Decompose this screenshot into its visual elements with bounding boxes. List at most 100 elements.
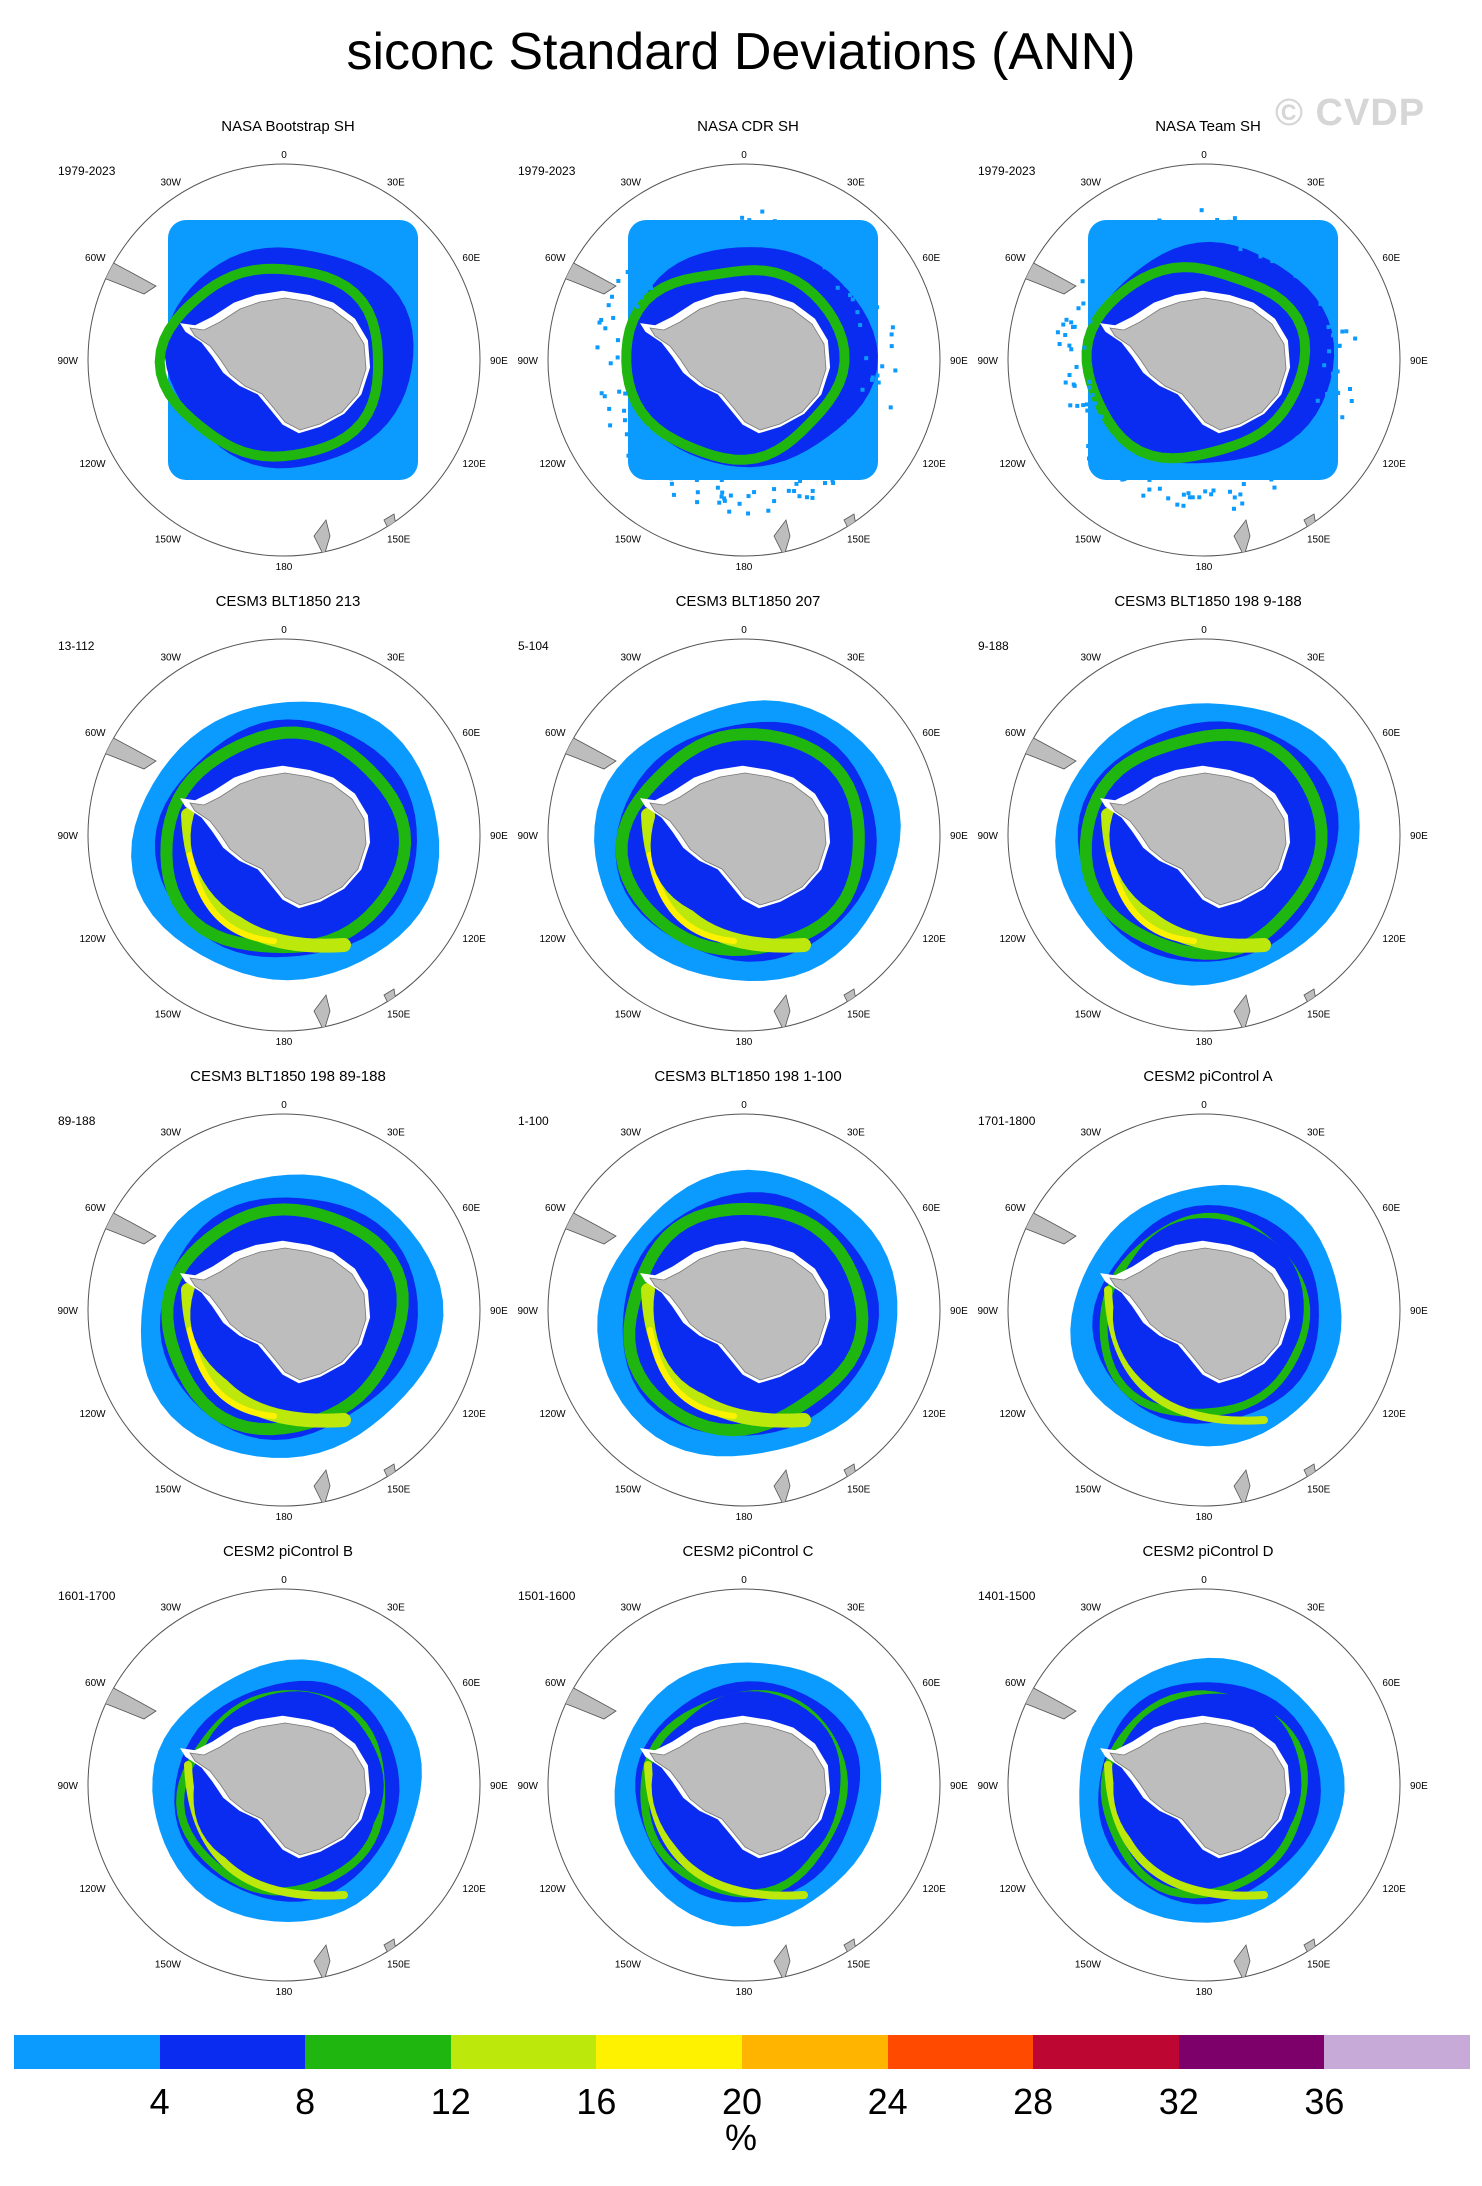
noise-pixel <box>1095 284 1100 289</box>
noise-pixel <box>1337 343 1342 348</box>
longitude-label: 30E <box>847 178 865 189</box>
map-panel: NASA Bootstrap SH 1979-2023 0 30E 60E 90E 120E… <box>58 118 518 588</box>
longitude-label: 60E <box>922 253 940 264</box>
new-zealand <box>773 1944 791 1981</box>
longitude-label: 60W <box>85 728 106 739</box>
longitude-label: 0 <box>281 1100 287 1111</box>
noise-pixel <box>1105 450 1110 455</box>
longitude-label: 30E <box>1307 1128 1325 1139</box>
noise-pixel <box>865 423 870 428</box>
noise-pixel <box>855 413 860 418</box>
panel-title: CESM3 BLT1850 198 1-100 <box>654 1068 842 1085</box>
noise-pixel <box>790 470 795 475</box>
new-zealand <box>773 519 791 556</box>
noise-pixel <box>1095 293 1100 298</box>
sea-ice-band-12pct <box>615 728 865 957</box>
longitude-label: 60W <box>1005 1203 1026 1214</box>
noise-pixel <box>1340 415 1345 420</box>
antarctica-landmass <box>189 1247 367 1381</box>
longitude-label: 90E <box>1410 1306 1428 1317</box>
noise-pixel <box>1258 254 1263 259</box>
noise-pixel <box>890 325 895 330</box>
new-zealand <box>773 1469 791 1506</box>
longitude-label: 60W <box>1005 728 1026 739</box>
noise-pixel <box>850 297 855 302</box>
noise-pixel <box>1284 248 1289 253</box>
noise-pixel <box>1187 495 1192 500</box>
longitude-label: 60E <box>462 728 480 739</box>
sea-ice-band-20pct <box>1107 852 1197 944</box>
new-zealand <box>313 1469 331 1506</box>
noise-pixel <box>875 373 880 378</box>
longitude-label: 30W <box>160 178 181 189</box>
colorbar-segment <box>1033 2035 1180 2069</box>
longitude-label: 0 <box>1201 1100 1207 1111</box>
noise-pixel <box>1308 279 1313 284</box>
noise-pixel <box>1199 208 1204 213</box>
longitude-label: 150E <box>847 1959 871 1970</box>
noise-pixel <box>606 303 611 308</box>
longitude-label: 90E <box>1410 831 1428 842</box>
noise-pixel <box>858 323 863 328</box>
noise-pixel <box>1325 391 1330 396</box>
noise-pixel <box>1085 408 1090 413</box>
antarctica-landmass <box>649 1722 827 1856</box>
longitude-label: 120W <box>539 1884 566 1895</box>
sea-ice-band-12pct <box>154 263 384 462</box>
noise-pixel <box>602 394 607 399</box>
noise-pixel <box>652 253 657 258</box>
sea-ice-band-16pct <box>1104 1286 1268 1425</box>
colorbar-segment <box>887 2035 1034 2069</box>
noise-pixel <box>1234 232 1239 237</box>
panel-year-range: 1-100 <box>518 1114 549 1128</box>
noise-pixel <box>1147 487 1152 492</box>
sea-ice-band-20pct <box>647 1327 737 1419</box>
map-panel: CESM3 BLT1850 198 9-188 9-188 0 30E 60E 90E 12… <box>978 593 1438 1063</box>
noise-pixel <box>626 453 631 458</box>
noise-pixel <box>860 387 865 392</box>
noise-pixel <box>794 481 799 486</box>
noise-pixel <box>889 344 894 349</box>
noise-pixel <box>1335 369 1340 374</box>
sea-ice-band-20pct <box>187 1327 277 1419</box>
longitude-label: 150W <box>615 1959 642 1970</box>
longitude-label: 120W <box>79 1884 106 1895</box>
noise-pixel <box>859 414 864 419</box>
noise-pixel <box>844 283 849 288</box>
noise-pixel <box>1118 264 1123 269</box>
colorbar-tick-label: 8 <box>295 2081 316 2122</box>
longitude-label: 120E <box>462 934 486 945</box>
colorbar-tick-label: 16 <box>576 2081 617 2122</box>
noise-pixel <box>1117 261 1122 266</box>
noise-pixel <box>772 499 777 504</box>
noise-pixel <box>623 391 628 396</box>
map-panel: CESM3 BLT1850 198 89-188 89-188 0 30E 60E 90E… <box>58 1068 518 1538</box>
noise-pixel <box>1067 373 1072 378</box>
colorbar-segment <box>159 2035 306 2069</box>
noise-pixel <box>864 356 869 361</box>
longitude-label: 30E <box>1307 653 1325 664</box>
longitude-label: 120W <box>539 934 566 945</box>
longitude-label: 90W <box>518 831 539 842</box>
longitude-label: 150W <box>1075 1484 1102 1495</box>
panel-year-range: 89-188 <box>58 1114 96 1128</box>
noise-pixel <box>727 509 732 514</box>
noise-pixel <box>1232 216 1237 221</box>
panel-year-range: 1979-2023 <box>518 164 576 178</box>
longitude-label: 60E <box>1382 1203 1400 1214</box>
noise-pixel <box>875 305 880 310</box>
noise-pixel <box>772 219 777 224</box>
noise-pixel <box>662 453 667 458</box>
noise-pixel <box>786 488 791 493</box>
noise-pixel <box>1086 444 1091 449</box>
longitude-label: 30W <box>1080 178 1101 189</box>
noise-pixel <box>717 500 722 505</box>
noise-pixel <box>1166 496 1171 501</box>
noise-pixel <box>671 492 676 497</box>
longitude-label: 120W <box>539 1409 566 1420</box>
noise-pixel <box>1292 444 1297 449</box>
noise-pixel <box>876 380 881 385</box>
noise-pixel <box>1227 489 1232 494</box>
longitude-label: 180 <box>1196 1512 1213 1523</box>
longitude-label: 60W <box>85 1203 106 1214</box>
